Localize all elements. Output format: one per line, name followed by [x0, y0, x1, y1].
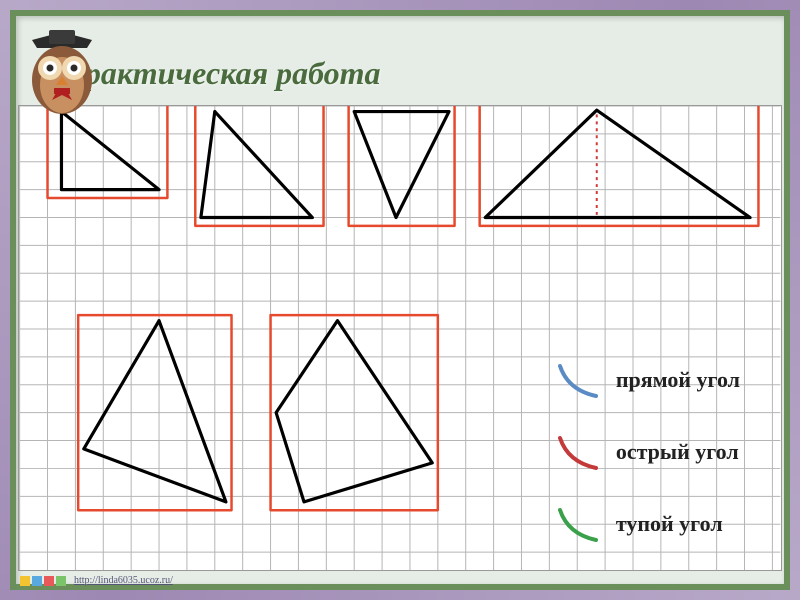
- legend-label: прямой угол: [616, 367, 740, 393]
- footer-square: [56, 576, 66, 586]
- legend-item: тупой угол: [554, 504, 740, 544]
- page-title: Практическая работа: [60, 55, 381, 92]
- legend-item: прямой угол: [554, 360, 740, 400]
- legend-label: тупой угол: [616, 511, 723, 537]
- owl-mascot: [22, 30, 102, 120]
- legend: прямой угол острый угол тупой угол: [554, 360, 740, 576]
- legend-arc-icon: [554, 504, 602, 544]
- legend-arc-icon: [554, 360, 602, 400]
- legend-item: острый угол: [554, 432, 740, 472]
- footer-square: [44, 576, 54, 586]
- footer-square: [20, 576, 30, 586]
- footer-square: [32, 576, 42, 586]
- legend-label: острый угол: [616, 439, 739, 465]
- legend-arc-icon: [554, 432, 602, 472]
- footer-link: http://linda6035.ucoz.ru/: [74, 575, 173, 586]
- footer: http://linda6035.ucoz.ru/: [20, 575, 173, 586]
- footer-color-squares: [20, 576, 66, 586]
